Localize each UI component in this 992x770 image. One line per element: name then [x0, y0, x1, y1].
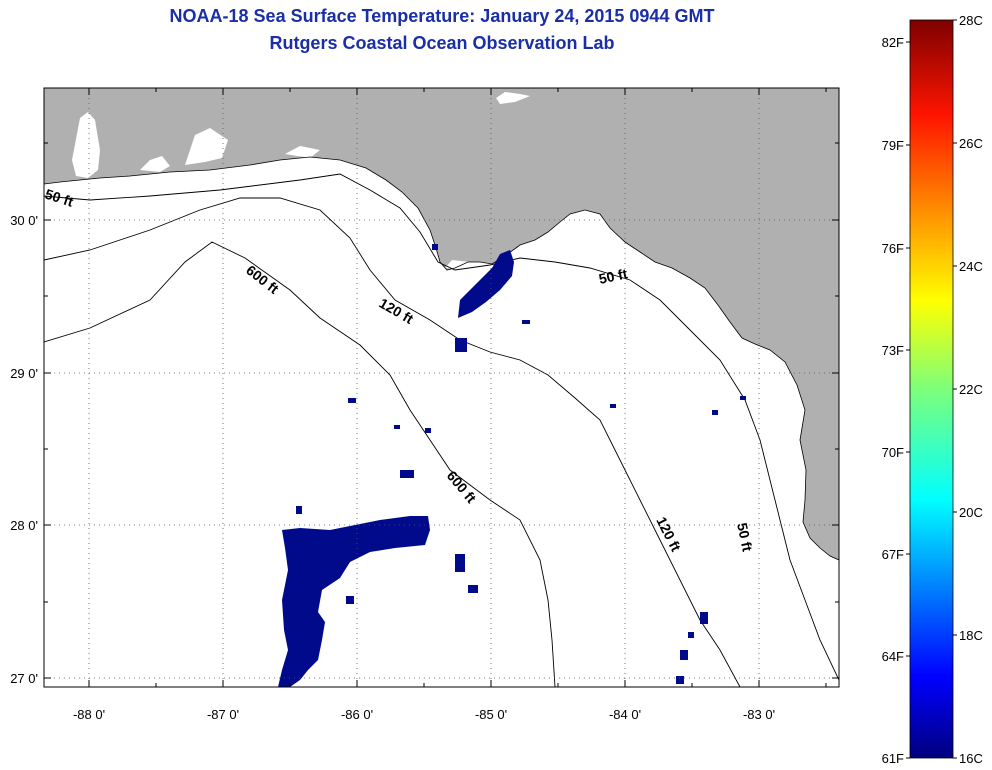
- sst-patch: [700, 612, 708, 624]
- sst-patch: [712, 410, 718, 415]
- colorbar-f-label: 79F: [882, 138, 904, 153]
- sst-patch: [522, 320, 530, 324]
- axis-ticks: [44, 88, 839, 687]
- colorbar-f-label: 76F: [882, 241, 904, 256]
- sst-patch: [346, 596, 354, 604]
- colorbar-c-label: 16C: [959, 751, 983, 766]
- sst-patch: [455, 554, 465, 572]
- sst-patch: [468, 585, 478, 593]
- coastline: [44, 156, 839, 561]
- sst-patches: [278, 244, 746, 687]
- sst-patch: [394, 425, 400, 429]
- x-tick-label: -84 0': [609, 707, 641, 722]
- sst-patch: [432, 244, 438, 250]
- colorbar-f-label: 73F: [882, 343, 904, 358]
- x-tick-label: -87 0': [207, 707, 239, 722]
- sst-patch: [348, 398, 356, 403]
- y-tick-label: 27 0': [10, 671, 38, 686]
- y-tick-label: 29 0': [10, 366, 38, 381]
- contour-600ft: [44, 241, 556, 687]
- bay: [285, 146, 320, 158]
- map-title: NOAA-18 Sea Surface Temperature: January…: [169, 6, 715, 26]
- sst-patch: [740, 396, 746, 400]
- map-subtitle: Rutgers Coastal Ocean Observation Lab: [269, 33, 615, 53]
- x-tick-label: -85 0': [475, 707, 507, 722]
- colorbar-f-label: 64F: [882, 649, 904, 664]
- map-frame: [43, 87, 840, 688]
- bay: [185, 128, 228, 165]
- sst-patch: [296, 506, 302, 514]
- contour-50ft: [44, 173, 839, 681]
- sst-patch: [680, 650, 688, 660]
- sst-patch: [676, 676, 684, 684]
- colorbar-c-label: 24C: [959, 259, 983, 274]
- sst-patch: [458, 250, 514, 318]
- colorbar: [909, 19, 954, 759]
- colorbar-f-label: 82F: [882, 35, 904, 50]
- sst-patch: [400, 470, 414, 478]
- colorbar-f-label: 67F: [882, 547, 904, 562]
- colorbar-f-label: 70F: [882, 445, 904, 460]
- colorbar-c-label: 18C: [959, 628, 983, 643]
- colorbar-f-label: 61F: [882, 751, 904, 766]
- land-mass: [44, 88, 839, 560]
- contour-120ft: [44, 197, 741, 687]
- colorbar-c-label: 22C: [959, 382, 983, 397]
- contour-label: 50 ft: [734, 521, 756, 553]
- contour-label: 50 ft: [597, 265, 629, 287]
- colorbar-c-label: 20C: [959, 505, 983, 520]
- x-tick-label: -86 0': [341, 707, 373, 722]
- sst-patch: [610, 404, 616, 408]
- y-tick-label: 28 0': [10, 518, 38, 533]
- sst-patch: [455, 338, 467, 352]
- bay: [140, 156, 170, 172]
- sst-patch: [425, 428, 431, 433]
- x-tick-label: -83 0': [743, 707, 775, 722]
- bay: [496, 92, 530, 104]
- colorbar-ticks: [906, 19, 957, 759]
- y-tick-label: 30 0': [10, 213, 38, 228]
- bay: [445, 260, 470, 270]
- colorbar-c-label: 28C: [959, 13, 983, 28]
- bay: [72, 112, 100, 178]
- sst-patch: [278, 516, 430, 687]
- x-tick-label: -88 0': [73, 707, 105, 722]
- sst-patch: [688, 632, 694, 638]
- colorbar-c-label: 26C: [959, 136, 983, 151]
